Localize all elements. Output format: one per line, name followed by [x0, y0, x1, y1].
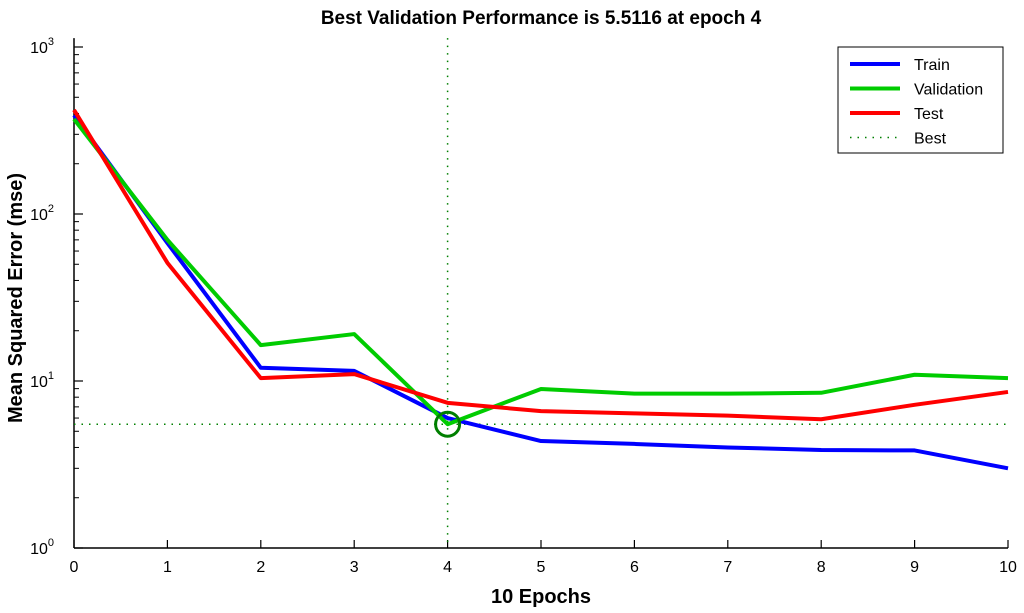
x-tick-label: 10: [999, 559, 1017, 576]
y-tick-exponent: 0: [48, 537, 54, 549]
x-tick-label: 7: [723, 559, 732, 576]
chart-title: Best Validation Performance is 5.5116 at…: [321, 8, 762, 29]
x-tick-label: 8: [817, 559, 826, 576]
y-tick-label: 100: [30, 537, 54, 558]
series-test-line: [72, 108, 1009, 422]
y-tick-base: 10: [30, 40, 48, 57]
y-tick-base: 10: [30, 374, 48, 391]
x-tick-label: 2: [256, 559, 265, 576]
x-tick-label: 5: [537, 559, 546, 576]
y-tick-base: 10: [30, 541, 48, 558]
y-tick-label: 103: [30, 36, 54, 57]
y-tick-label: 102: [30, 203, 54, 224]
y-axis-label: Mean Squared Error (mse): [5, 173, 27, 423]
y-tick-base: 10: [30, 207, 48, 224]
x-tick-label: 3: [350, 559, 359, 576]
y-tick-exponent: 2: [48, 203, 54, 215]
x-tick-label: 9: [910, 559, 919, 576]
y-tick-label: 101: [30, 370, 54, 391]
series-train-line: [72, 114, 1009, 471]
x-tick-label: 1: [163, 559, 172, 576]
legend-label-train: Train: [914, 57, 950, 74]
plot-lines: [72, 38, 1009, 548]
legend-label-test: Test: [914, 106, 944, 123]
legend: Train Validation Test Best: [837, 46, 1004, 154]
x-tick-label: 6: [630, 559, 639, 576]
best-marker: [434, 410, 462, 438]
legend-label-best: Best: [914, 131, 947, 148]
x-tick-label: 0: [70, 559, 79, 576]
legend-label-validation: Validation: [914, 82, 983, 99]
y-tick-exponent: 3: [48, 36, 54, 48]
y-tick-exponent: 1: [48, 370, 54, 382]
series-validation-line: [72, 117, 1009, 427]
x-tick-label: 4: [443, 559, 452, 576]
x-axis-label: 10 Epochs: [491, 586, 591, 608]
